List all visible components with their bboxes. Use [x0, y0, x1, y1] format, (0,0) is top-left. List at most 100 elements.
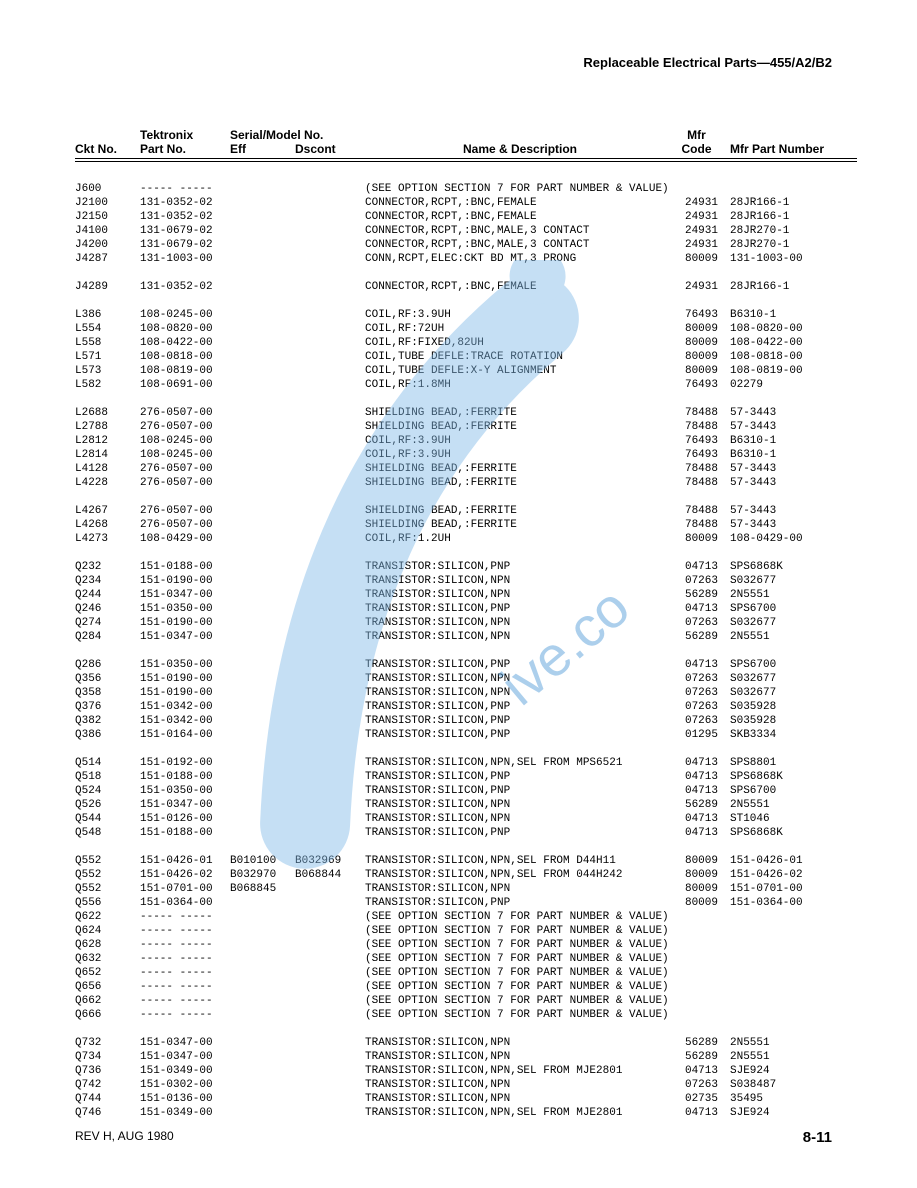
- dscont-cell: [295, 602, 365, 616]
- eff-cell: [230, 966, 295, 980]
- eff-cell: [230, 952, 295, 966]
- part-cell: 151-0347-00: [140, 1050, 230, 1064]
- name-cell: TRANSISTOR:SILICON,PNP: [365, 714, 675, 728]
- table-row: L2814108-0245-00COIL,RF:3.9UH76493B6310-…: [75, 448, 857, 462]
- name-cell: TRANSISTOR:SILICON,PNP: [365, 826, 675, 840]
- table-row: L4268276-0507-00SHIELDING BEAD,:FERRITE7…: [75, 518, 857, 532]
- ckt-cell: Q624: [75, 924, 140, 938]
- dscont-cell: [295, 560, 365, 574]
- part-cell: 151-0190-00: [140, 574, 230, 588]
- table-row: L386108-0245-00COIL,RF:3.9UH76493B6310-1: [75, 308, 857, 322]
- dscont-cell: [295, 616, 365, 630]
- mfrpart-cell: 02279: [730, 378, 857, 392]
- name-cell: TRANSISTOR:SILICON,PNP: [365, 770, 675, 784]
- mfrpart-cell: S032677: [730, 672, 857, 686]
- eff-cell: [230, 308, 295, 322]
- name-cell: CONNECTOR,RCPT,:BNC,FEMALE: [365, 280, 675, 294]
- table-row: L4228276-0507-00SHIELDING BEAD,:FERRITE7…: [75, 476, 857, 490]
- header-rule: [75, 161, 857, 162]
- dscont-cell: [295, 476, 365, 490]
- part-cell: 108-0429-00: [140, 532, 230, 546]
- table-row: Q744151-0136-00TRANSISTOR:SILICON,NPN027…: [75, 1092, 857, 1106]
- part-cell: ----- -----: [140, 910, 230, 924]
- part-cell: 151-0164-00: [140, 728, 230, 742]
- mfrpart-cell: S038487: [730, 1078, 857, 1092]
- part-cell: 151-0350-00: [140, 602, 230, 616]
- mfrpart-cell: 2N5551: [730, 798, 857, 812]
- eff-cell: [230, 1050, 295, 1064]
- mfr-cell: 80009: [675, 868, 730, 882]
- dscont-cell: [295, 686, 365, 700]
- mfrpart-cell: SKB3334: [730, 728, 857, 742]
- part-cell: ----- -----: [140, 994, 230, 1008]
- mfrpart-cell: S032677: [730, 686, 857, 700]
- part-cell: 151-0347-00: [140, 630, 230, 644]
- dscont-cell: [295, 1092, 365, 1106]
- ckt-cell: Q544: [75, 812, 140, 826]
- eff-cell: [230, 378, 295, 392]
- mfr-cell: 78488: [675, 462, 730, 476]
- table-row: Q386151-0164-00TRANSISTOR:SILICON,PNP012…: [75, 728, 857, 742]
- eff-cell: [230, 1092, 295, 1106]
- ckt-cell: L2814: [75, 448, 140, 462]
- eff-cell: [230, 728, 295, 742]
- eff-cell: [230, 770, 295, 784]
- part-cell: 151-0347-00: [140, 1036, 230, 1050]
- name-cell: TRANSISTOR:SILICON,NPN: [365, 588, 675, 602]
- mfrpart-cell: SPS6700: [730, 658, 857, 672]
- mfr-cell: 04713: [675, 756, 730, 770]
- mfrpart-cell: 108-0422-00: [730, 336, 857, 350]
- table-header: Ckt No. Tektronix Part No. Serial/Model …: [75, 128, 857, 159]
- dscont-cell: [295, 420, 365, 434]
- mfr-cell: 01295: [675, 728, 730, 742]
- name-cell: TRANSISTOR:SILICON,NPN: [365, 686, 675, 700]
- dscont-cell: [295, 588, 365, 602]
- part-cell: 151-0701-00: [140, 882, 230, 896]
- eff-cell: [230, 210, 295, 224]
- mfrpart-cell: SPS6700: [730, 602, 857, 616]
- part-cell: ----- -----: [140, 924, 230, 938]
- mfrpart-cell: SJE924: [730, 1106, 857, 1120]
- ckt-cell: J2150: [75, 210, 140, 224]
- table-row: Q732151-0347-00TRANSISTOR:SILICON,NPN562…: [75, 1036, 857, 1050]
- table-row: Q548151-0188-00TRANSISTOR:SILICON,PNP047…: [75, 826, 857, 840]
- col-serial-group: Serial/Model No. Eff Dscont: [230, 128, 365, 156]
- ckt-cell: Q514: [75, 756, 140, 770]
- dscont-cell: B068844: [295, 868, 365, 882]
- eff-cell: [230, 574, 295, 588]
- mfrpart-cell: SJE924: [730, 1064, 857, 1078]
- table-row: L4273108-0429-00COIL,RF:1.2UH80009108-04…: [75, 532, 857, 546]
- mfrpart-cell: [730, 938, 857, 952]
- row-gap: [75, 266, 857, 280]
- name-cell: TRANSISTOR:SILICON,PNP: [365, 602, 675, 616]
- table-row: L582108-0691-00COIL,RF:1.8MH7649302279: [75, 378, 857, 392]
- page-number: 8-11: [803, 1129, 832, 1146]
- ckt-cell: Q744: [75, 1092, 140, 1106]
- name-cell: COIL,RF:1.8MH: [365, 378, 675, 392]
- eff-cell: [230, 252, 295, 266]
- part-cell: 276-0507-00: [140, 476, 230, 490]
- mfr-cell: [675, 980, 730, 994]
- dscont-cell: [295, 882, 365, 896]
- mfrpart-cell: [730, 952, 857, 966]
- mfrpart-cell: SPS8801: [730, 756, 857, 770]
- dscont-cell: [295, 756, 365, 770]
- table-row: L2688276-0507-00SHIELDING BEAD,:FERRITE7…: [75, 406, 857, 420]
- mfrpart-cell: 2N5551: [730, 630, 857, 644]
- eff-cell: [230, 938, 295, 952]
- part-cell: 151-0188-00: [140, 826, 230, 840]
- dscont-cell: [295, 1008, 365, 1022]
- part-cell: 151-0426-01: [140, 854, 230, 868]
- table-row: Q552151-0701-00B068845TRANSISTOR:SILICON…: [75, 882, 857, 896]
- table-row: Q376151-0342-00TRANSISTOR:SILICON,PNP072…: [75, 700, 857, 714]
- mfr-cell: 07263: [675, 574, 730, 588]
- dscont-cell: [295, 238, 365, 252]
- name-cell: TRANSISTOR:SILICON,PNP: [365, 700, 675, 714]
- col-part-group: Tektronix Part No.: [140, 128, 230, 156]
- eff-cell: [230, 756, 295, 770]
- eff-cell: [230, 980, 295, 994]
- ckt-cell: Q736: [75, 1064, 140, 1078]
- ckt-cell: Q552: [75, 882, 140, 896]
- name-cell: SHIELDING BEAD,:FERRITE: [365, 476, 675, 490]
- table-row: Q246151-0350-00TRANSISTOR:SILICON,PNP047…: [75, 602, 857, 616]
